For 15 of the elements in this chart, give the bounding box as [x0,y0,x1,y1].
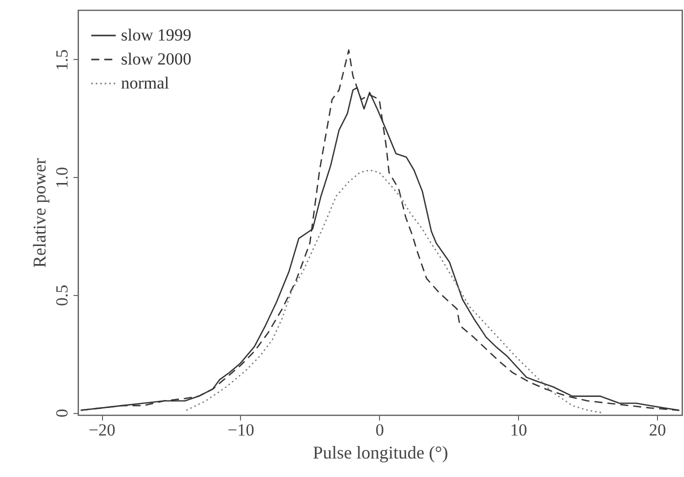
y-tick-label: 0 [52,408,72,418]
x-tick-label: 20 [649,420,666,440]
x-tick-label: 0 [376,420,384,440]
y-axis-title: Relative power [30,158,50,268]
legend-label: normal [121,74,170,92]
x-tick-label: −10 [228,420,254,440]
y-tick-label: 0.5 [52,284,72,306]
legend-label: slow 2000 [121,50,192,68]
y-tick-label: 1.0 [52,167,72,188]
x-tick-label: −20 [88,420,116,440]
line-series [186,169,602,414]
y-tick-label: 1.5 [52,49,72,71]
x-tick-label: 10 [510,420,528,440]
legend-label: slow 1999 [121,26,192,44]
x-axis-title: Pulse longitude (°) [312,442,448,462]
